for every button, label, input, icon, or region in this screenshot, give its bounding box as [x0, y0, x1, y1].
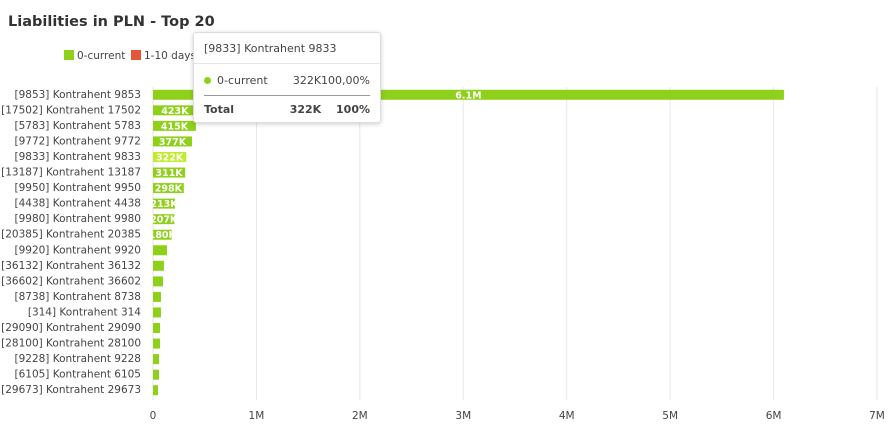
- y-tick-label: [314] Kontrahent 314: [28, 306, 141, 318]
- bar: [153, 167, 186, 178]
- y-tick-label: [20385] Kontrahent 20385: [1, 229, 141, 241]
- y-tick-label: [9853] Kontrahent 9853: [14, 89, 141, 101]
- x-tick-label: 7M: [869, 410, 885, 422]
- bar: [153, 183, 184, 194]
- y-tick-label: [36132] Kontrahent 36132: [1, 260, 141, 272]
- x-tick-label: 0: [150, 410, 157, 422]
- bar: [153, 151, 187, 162]
- tooltip-series-name: 0-current: [217, 73, 268, 87]
- tooltip-total-label: Total: [204, 102, 235, 116]
- tooltip-total-value: 322K: [289, 102, 322, 116]
- bar: [153, 307, 161, 318]
- value-label: 377K: [159, 137, 187, 148]
- bar: [153, 229, 172, 240]
- y-tick-label: [29090] Kontrahent 29090: [1, 322, 141, 334]
- bar: [153, 354, 159, 365]
- bar: [153, 385, 158, 396]
- tooltip: [9833] Kontrahent 9833 0-current 322K 10…: [193, 32, 381, 123]
- value-label: 322K: [156, 152, 184, 163]
- value-label: 207K: [150, 215, 178, 226]
- y-tick-label: [6105] Kontrahent 6105: [14, 369, 141, 381]
- y-tick-label: [13187] Kontrahent 13187: [1, 167, 141, 179]
- legend-label: 0-current: [77, 50, 125, 62]
- bar: [153, 136, 192, 147]
- tooltip-title: [9833] Kontrahent 9833: [194, 33, 380, 64]
- legend-label: 1-10 days: [144, 50, 196, 62]
- y-tick-label: [4438] Kontrahent 4438: [14, 198, 141, 210]
- bar: [153, 369, 159, 380]
- y-tick-label: [36602] Kontrahent 36602: [1, 275, 141, 287]
- y-tick-label: [28100] Kontrahent 28100: [1, 338, 141, 350]
- tooltip-dot: [204, 76, 211, 84]
- y-tick-label: [17502] Kontrahent 17502: [1, 104, 141, 116]
- bar: [153, 89, 784, 100]
- x-tick-label: 2M: [352, 410, 368, 422]
- y-tick-label: [9920] Kontrahent 9920: [14, 244, 141, 256]
- y-tick-label: [29673] Kontrahent 29673: [1, 384, 141, 396]
- bar: [153, 260, 164, 271]
- bar: [153, 198, 176, 209]
- bar: [153, 105, 197, 116]
- bar: [153, 214, 175, 225]
- value-label: 213K: [150, 199, 178, 210]
- tooltip-value: 322K: [292, 73, 322, 87]
- value-label: 311K: [155, 168, 183, 179]
- bar: [153, 245, 167, 256]
- y-tick-label: [9950] Kontrahent 9950: [14, 182, 141, 194]
- chart-title: Liabilities in PLN - Top 20: [8, 14, 215, 30]
- tooltip-total: Total 322K 100%: [204, 95, 370, 122]
- bar: [153, 291, 161, 302]
- bar: [153, 323, 161, 334]
- value-label: 423K: [161, 106, 189, 117]
- tooltip-series: 0-current: [204, 74, 272, 87]
- bar: [153, 120, 196, 131]
- value-label: 6.1M: [455, 90, 481, 101]
- y-tick-label: [5783] Kontrahent 5783: [14, 120, 141, 132]
- x-tick-label: 5M: [662, 410, 678, 422]
- bar: [153, 338, 161, 349]
- bar: [153, 276, 164, 287]
- legend-swatch: [64, 50, 74, 60]
- legend-swatch: [131, 50, 141, 60]
- y-tick-label: [9833] Kontrahent 9833: [14, 151, 141, 163]
- value-label: 180K: [149, 230, 177, 241]
- value-label: 415K: [161, 121, 189, 132]
- tooltip-row: 0-current 322K 100,00%: [194, 69, 380, 91]
- tooltip-share: 100,00%: [321, 73, 370, 87]
- y-tick-label: [9228] Kontrahent 9228: [14, 353, 141, 365]
- y-tick-label: [9772] Kontrahent 9772: [14, 135, 141, 147]
- x-tick-label: 1M: [249, 410, 265, 422]
- y-tick-label: [8738] Kontrahent 8738: [14, 291, 141, 303]
- x-tick-label: 4M: [559, 410, 575, 422]
- x-tick-label: 6M: [766, 410, 782, 422]
- value-label: 298K: [155, 184, 183, 195]
- y-tick-label: [9980] Kontrahent 9980: [14, 213, 141, 225]
- tooltip-total-share: 100%: [336, 102, 371, 116]
- x-tick-label: 3M: [455, 410, 471, 422]
